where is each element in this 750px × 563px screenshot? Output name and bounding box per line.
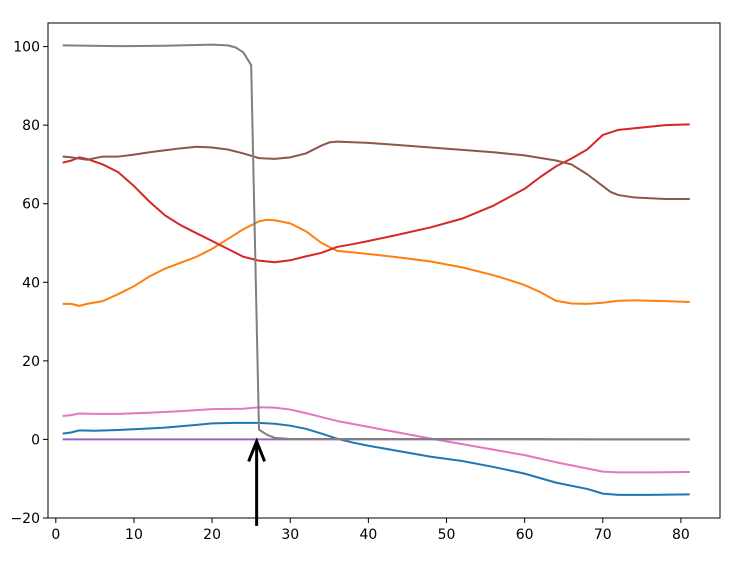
series-line-1 (62, 421, 690, 496)
annotation-arrow (247, 437, 267, 526)
series-line-3 (62, 123, 690, 264)
y-axis: −20 0 20 40 60 80 100 (10, 40, 48, 527)
series-line-4 (62, 140, 690, 200)
x-tick-label: 60 (516, 527, 534, 543)
series-layer (62, 43, 690, 496)
y-tick-label: 100 (13, 40, 40, 56)
y-tick-label: 20 (22, 354, 40, 370)
y-tick-label: −20 (10, 511, 40, 527)
y-tick-label: 40 (22, 275, 40, 291)
x-tick-label: 70 (594, 527, 612, 543)
series-line-7 (62, 43, 690, 441)
series-line-5 (62, 406, 690, 474)
x-tick-label: 50 (438, 527, 456, 543)
x-axis: 0 10 20 30 40 50 60 70 80 (51, 518, 690, 543)
x-tick-label: 40 (359, 527, 377, 543)
x-tick-label: 80 (672, 527, 690, 543)
arrow-head (247, 437, 267, 462)
x-tick-label: 10 (125, 527, 143, 543)
x-tick-label: 0 (51, 527, 60, 543)
y-tick-label: 80 (22, 118, 40, 134)
x-tick-label: 20 (203, 527, 221, 543)
series-line-2 (62, 218, 690, 307)
y-tick-label: 0 (31, 432, 40, 448)
plot-frame (47, 22, 721, 519)
annotation-layer (247, 437, 267, 526)
y-tick-label: 60 (22, 197, 40, 213)
x-tick-label: 30 (281, 527, 299, 543)
